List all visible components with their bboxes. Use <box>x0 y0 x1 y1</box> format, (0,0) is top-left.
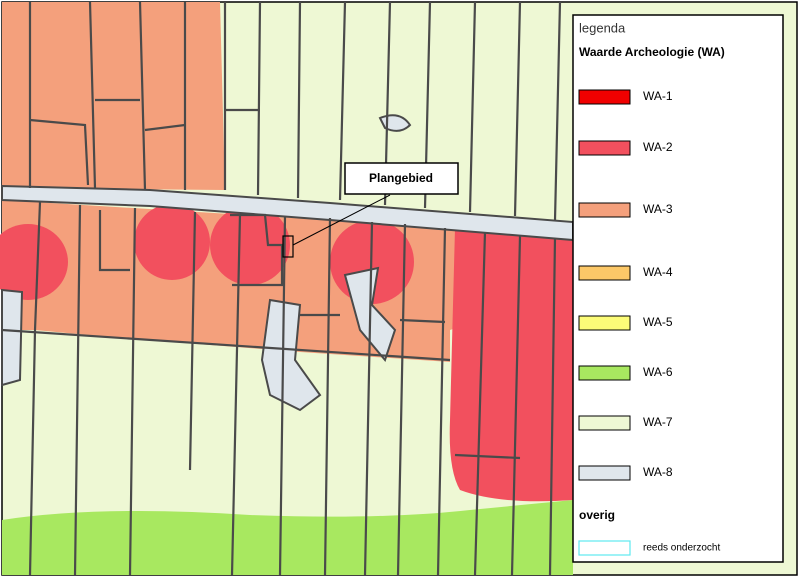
zone-wa2 <box>134 204 210 280</box>
legend-swatch <box>578 265 631 281</box>
legend-swatch <box>578 365 631 381</box>
legend-swatch <box>578 315 631 331</box>
legend-label: WA-8 <box>643 465 673 479</box>
legend-label: reeds onderzocht <box>643 543 720 554</box>
legend-label: WA-1 <box>643 89 673 103</box>
water <box>260 298 322 412</box>
legend-label: WA-6 <box>643 365 673 379</box>
legend-label: WA-5 <box>643 315 673 329</box>
callout-box <box>344 162 459 195</box>
legend-label: WA-4 <box>643 265 673 279</box>
parcels <box>1 1 562 576</box>
legend-other-heading: overig <box>579 508 615 522</box>
legend-label: WA-2 <box>643 140 673 154</box>
legend-swatch <box>578 89 631 105</box>
legend-swatch <box>578 202 631 218</box>
legend-title: legenda <box>579 20 626 35</box>
legend-label: WA-3 <box>643 202 673 216</box>
legend-swatch <box>578 415 631 431</box>
plangebied-outline <box>282 235 294 258</box>
callout-line <box>292 194 391 246</box>
legend-swatch <box>578 465 631 481</box>
legend-label: WA-7 <box>643 415 673 429</box>
zone-wa2 <box>0 224 68 300</box>
zone-wa2 <box>210 205 290 285</box>
legend-swatch <box>578 140 631 156</box>
legend-heading: Waarde Archeologie (WA) <box>579 45 725 59</box>
zone-wa2 <box>449 228 573 502</box>
zone-wa6 <box>2 500 573 575</box>
callout-text: Plangebied <box>369 171 433 185</box>
legend-swatch <box>578 540 631 556</box>
water <box>1 288 24 387</box>
zone-wa3 <box>2 2 225 190</box>
